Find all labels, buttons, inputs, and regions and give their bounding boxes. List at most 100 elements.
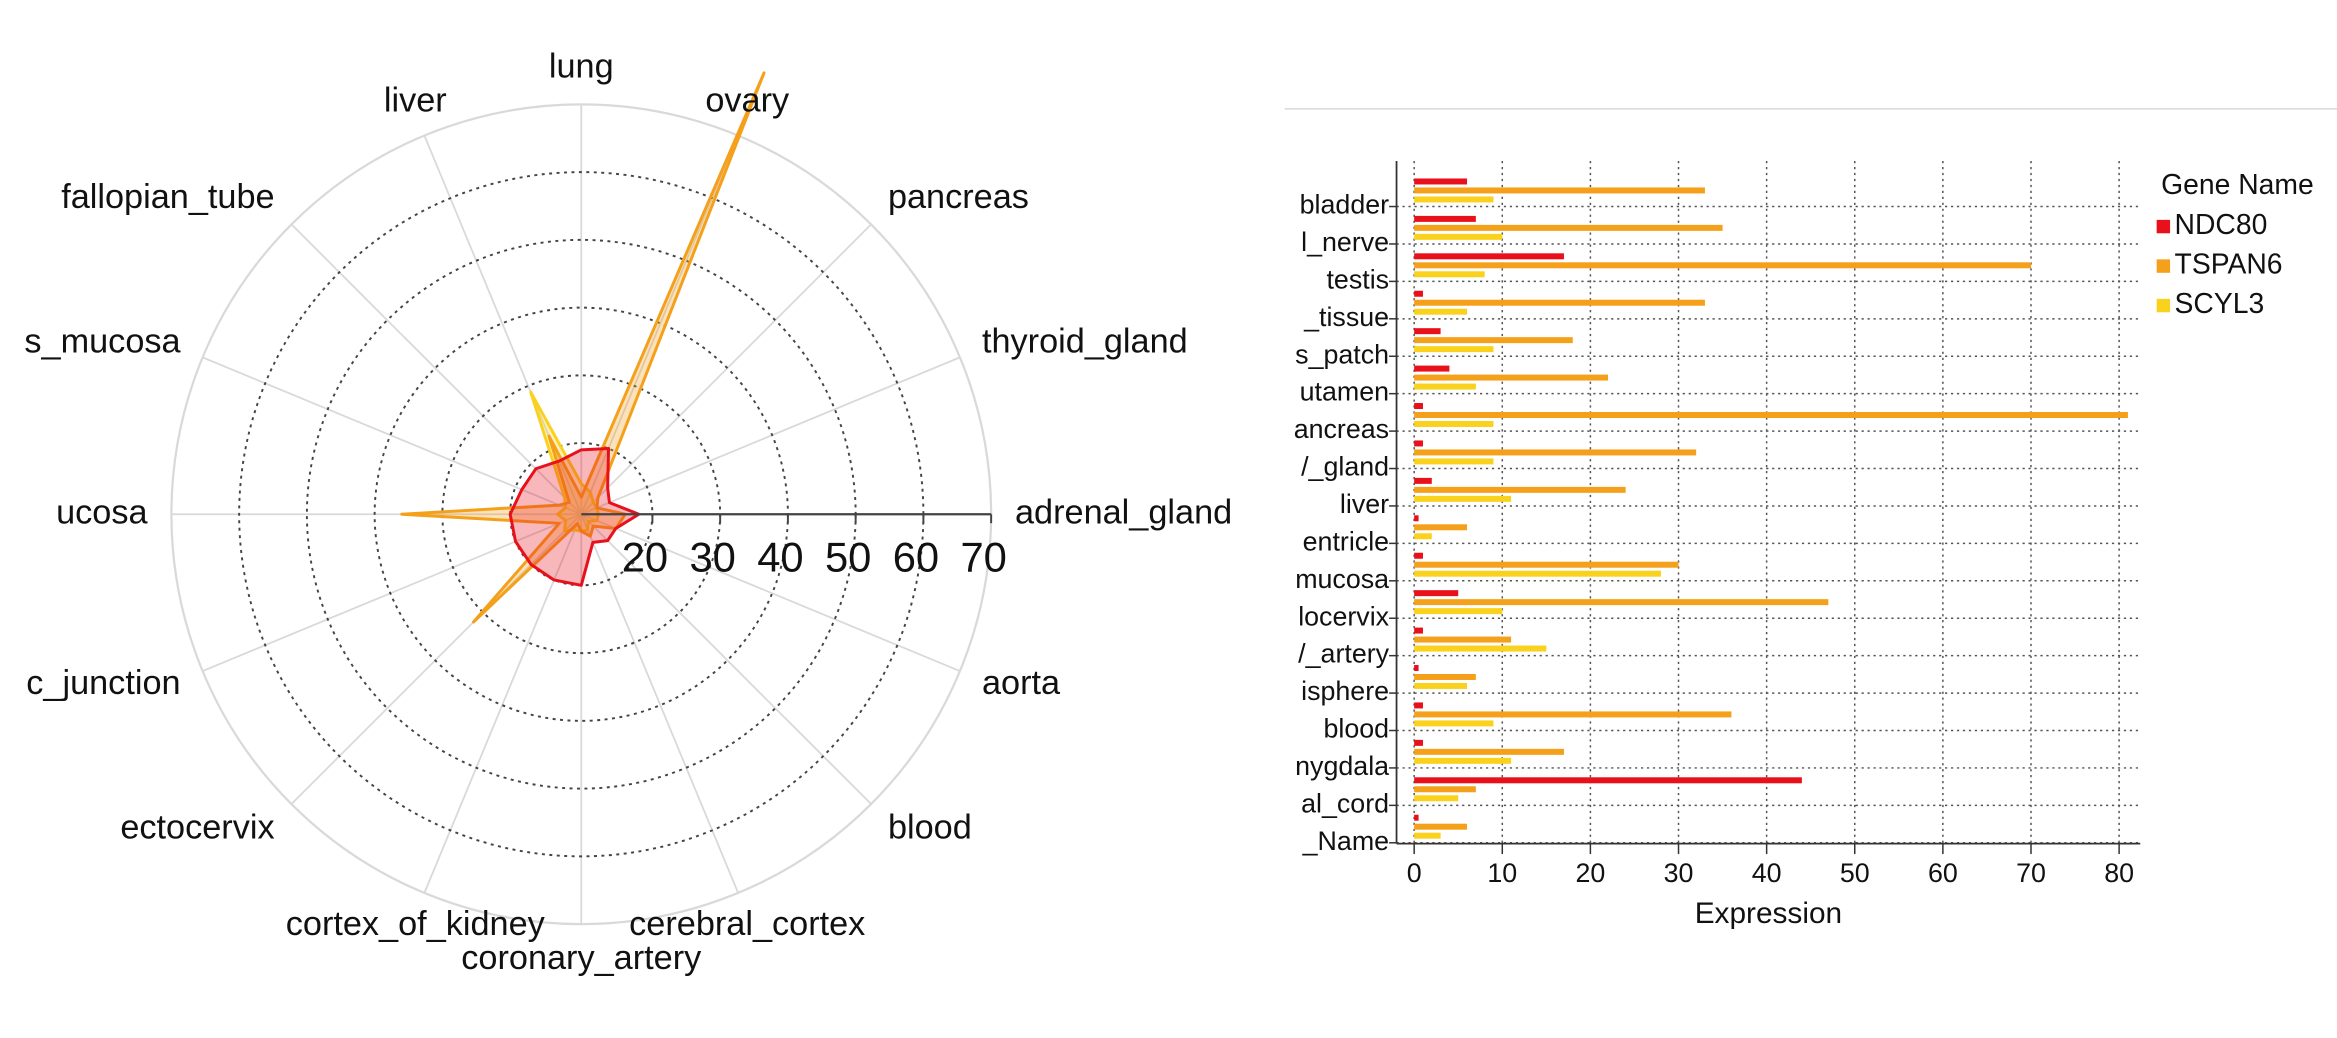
radial-tick-label: 30 bbox=[689, 533, 735, 580]
bar bbox=[1414, 524, 1468, 531]
bar bbox=[1414, 748, 1564, 755]
bar bbox=[1414, 233, 1503, 240]
x-tick-label: 20 bbox=[1575, 858, 1605, 888]
legend-title: Gene Name bbox=[2161, 168, 2314, 200]
category-label: ovary bbox=[705, 82, 790, 120]
bar bbox=[1414, 495, 1512, 502]
bar bbox=[1414, 795, 1459, 802]
y-tick-label: s_patch bbox=[1295, 339, 1389, 369]
bar bbox=[1414, 486, 1626, 493]
bar bbox=[1414, 299, 1705, 306]
legend-swatch bbox=[2156, 219, 2171, 234]
bar bbox=[1414, 308, 1468, 315]
y-tick-label: ancreas bbox=[1294, 414, 1389, 444]
bar bbox=[1414, 702, 1423, 709]
radial-tick-label: 50 bbox=[825, 533, 871, 580]
bar bbox=[1414, 412, 2128, 418]
bar bbox=[1414, 533, 1432, 540]
bar bbox=[1414, 383, 1476, 390]
bar bbox=[1414, 739, 1423, 746]
y-tick-label: bladder bbox=[1300, 190, 1390, 220]
bar bbox=[1414, 720, 1494, 727]
x-axis-title: Expression bbox=[1695, 897, 1842, 930]
x-tick-label: 40 bbox=[1752, 858, 1782, 888]
legend-label: SCYL3 bbox=[2175, 287, 2265, 319]
category-label: ectocervix bbox=[120, 808, 274, 846]
y-tick-label: nygdala bbox=[1295, 751, 1389, 781]
x-tick-label: 10 bbox=[1487, 858, 1517, 888]
y-tick-label: utamen bbox=[1300, 377, 1389, 407]
y-tick-label: blood bbox=[1323, 714, 1389, 744]
bar bbox=[1414, 224, 1723, 231]
y-tick-label: al_cord bbox=[1301, 788, 1389, 818]
y-tick-label: _Name bbox=[1302, 826, 1389, 856]
bar bbox=[1414, 645, 1547, 652]
bar bbox=[1414, 420, 1494, 427]
bar bbox=[1414, 711, 1732, 718]
bar bbox=[1414, 253, 1564, 260]
category-label: adrenal_gland bbox=[1015, 493, 1232, 531]
category-label: ucosa bbox=[56, 493, 148, 531]
bar bbox=[1414, 374, 1609, 381]
category-label: c_junction bbox=[26, 664, 180, 702]
bar bbox=[1414, 458, 1494, 465]
y-tick-label: testis bbox=[1326, 264, 1389, 294]
bar bbox=[1414, 178, 1468, 185]
radial-tick-label: 40 bbox=[757, 533, 803, 580]
spoke bbox=[580, 223, 872, 515]
bar bbox=[1414, 337, 1573, 344]
category-label: blood bbox=[888, 808, 972, 846]
category-label: aorta bbox=[982, 664, 1061, 702]
bar bbox=[1414, 515, 1419, 522]
legend-swatch bbox=[2156, 298, 2171, 313]
legend-label: TSPAN6 bbox=[2175, 248, 2283, 280]
bar bbox=[1414, 262, 2031, 269]
category-label: cortex_of_kidney bbox=[286, 905, 546, 943]
bar bbox=[1414, 346, 1494, 353]
radial-tick-label: 60 bbox=[893, 533, 939, 580]
x-tick-label: 0 bbox=[1407, 858, 1422, 888]
bar bbox=[1414, 403, 1423, 410]
y-tick-label: locervix bbox=[1298, 601, 1389, 631]
category-label: cerebral_cortex bbox=[629, 905, 865, 943]
y-tick-label: l_nerve bbox=[1301, 227, 1389, 257]
radial-tick-label: 20 bbox=[622, 533, 668, 580]
bar bbox=[1414, 682, 1468, 689]
bar bbox=[1414, 449, 1697, 456]
x-tick-label: 50 bbox=[1840, 858, 1870, 888]
bar bbox=[1414, 196, 1494, 203]
bar bbox=[1414, 599, 1829, 606]
category-label: coronary_artery bbox=[461, 939, 702, 977]
category-label: pancreas bbox=[888, 178, 1029, 216]
bar bbox=[1414, 786, 1476, 793]
bar bbox=[1414, 561, 1679, 568]
legend-swatch bbox=[2156, 259, 2171, 273]
bar bbox=[1414, 665, 1419, 672]
y-tick-label: liver bbox=[1340, 489, 1389, 519]
bar bbox=[1414, 215, 1476, 222]
y-tick-label: entricle bbox=[1303, 526, 1389, 556]
bar bbox=[1414, 570, 1661, 577]
y-tick-label: _tissue bbox=[1303, 302, 1389, 332]
bar bbox=[1414, 608, 1503, 615]
bar bbox=[1414, 440, 1423, 447]
bar bbox=[1414, 590, 1459, 597]
bar bbox=[1414, 328, 1441, 335]
y-tick-label: isphere bbox=[1301, 676, 1389, 706]
radar-area bbox=[400, 71, 766, 624]
bar bbox=[1414, 271, 1485, 278]
radial-tick-label: 70 bbox=[960, 533, 1006, 580]
category-label: fallopian_tube bbox=[61, 178, 274, 216]
bar bbox=[1414, 757, 1512, 764]
bar bbox=[1414, 290, 1423, 297]
bar bbox=[1414, 627, 1423, 634]
bar bbox=[1414, 187, 1705, 194]
bar bbox=[1414, 823, 1468, 830]
bar bbox=[1414, 777, 1802, 784]
x-tick-label: 70 bbox=[2016, 858, 2046, 888]
y-tick-label: mucosa bbox=[1295, 564, 1389, 594]
bar bbox=[1414, 832, 1441, 839]
x-tick-label: 80 bbox=[2104, 858, 2134, 888]
